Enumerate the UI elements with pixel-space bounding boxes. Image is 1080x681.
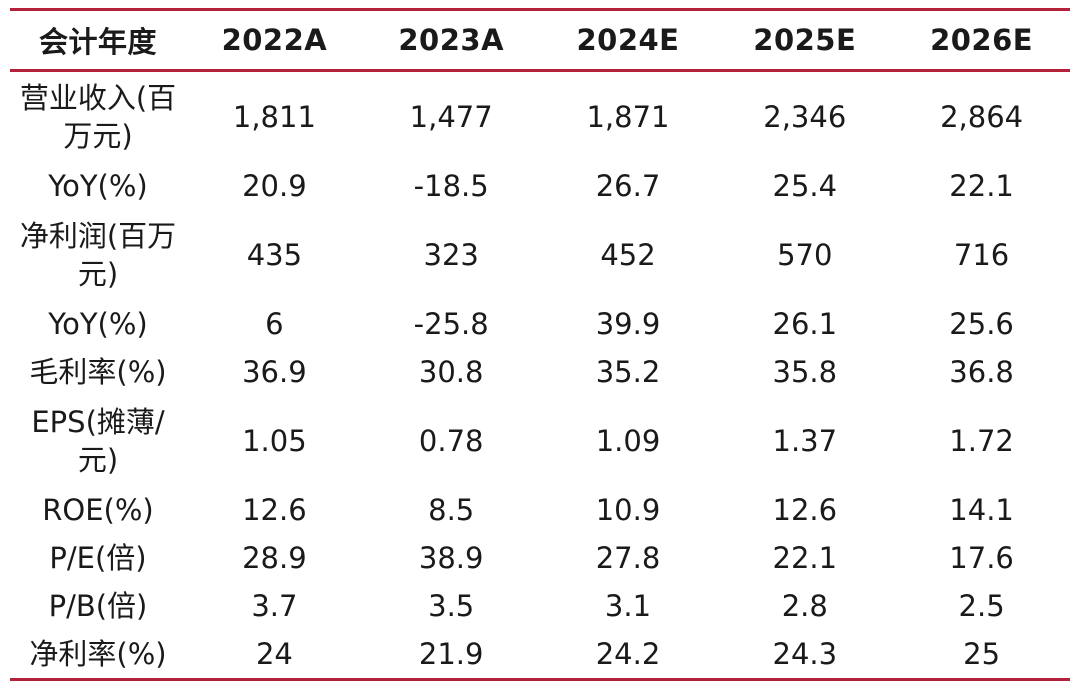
row-revenue: 营业收入(百万元) 1,811 1,477 1,871 2,346 2,864 bbox=[10, 71, 1070, 163]
cell-value: 24.2 bbox=[539, 630, 717, 681]
cell-value: 435 bbox=[246, 238, 303, 272]
row-eps: EPS(摊薄/元) 1.05 0.78 1.09 1.37 1.72 bbox=[10, 396, 1070, 486]
row-net-profit-yoy: YoY(%) 6 -25.8 39.9 26.1 25.6 bbox=[10, 300, 1070, 348]
cell-value: 323 bbox=[423, 238, 479, 272]
cell-value: 25.4 bbox=[772, 169, 838, 203]
row-label: P/B(倍) bbox=[48, 589, 148, 623]
row-label: YoY(%) bbox=[48, 169, 148, 203]
cell-value: 20.9 bbox=[242, 169, 307, 203]
header-2025e: 2025E bbox=[716, 8, 894, 72]
cell-value: 2,864 bbox=[940, 100, 1024, 134]
header-2023a: 2023A bbox=[362, 8, 540, 72]
cell-value: 2,346 bbox=[763, 100, 847, 134]
cell-value: 1.37 bbox=[772, 424, 838, 458]
row-label: ROE(%) bbox=[42, 493, 154, 527]
cell-value: 25.6 bbox=[949, 307, 1014, 341]
cell-value: 25 bbox=[893, 630, 1070, 681]
row-label: 毛利率(%) bbox=[29, 355, 167, 389]
cell-value: 21.9 bbox=[362, 630, 540, 681]
cell-value: 24 bbox=[186, 630, 363, 681]
cell-value: 38.9 bbox=[418, 541, 484, 575]
cell-value: 17.6 bbox=[949, 541, 1014, 575]
header-2026e: 2026E bbox=[893, 8, 1070, 72]
cell-value: 716 bbox=[953, 238, 1010, 272]
row-label: 净利润(百万元) bbox=[19, 219, 177, 291]
cell-value: 1,477 bbox=[409, 100, 493, 134]
row-roe: ROE(%) 12.6 8.5 10.9 12.6 14.1 bbox=[10, 486, 1070, 534]
cell-value: 1.09 bbox=[595, 424, 661, 458]
cell-value: 35.8 bbox=[772, 355, 838, 389]
cell-value: 24.3 bbox=[716, 630, 894, 681]
cell-value: 3.1 bbox=[604, 589, 652, 623]
cell-value: 3.5 bbox=[428, 589, 475, 623]
cell-value: -25.8 bbox=[413, 307, 489, 341]
row-pb: P/B(倍) 3.7 3.5 3.1 2.8 2.5 bbox=[10, 582, 1070, 630]
cell-value: 0.78 bbox=[418, 424, 484, 458]
header-2024e: 2024E bbox=[539, 8, 717, 72]
cell-value: 1,871 bbox=[586, 100, 670, 134]
financial-forecast-table: 会计年度 2022A 2023A 2024E 2025E 2026E 营业收入(… bbox=[10, 8, 1070, 681]
cell-value: 28.9 bbox=[242, 541, 307, 575]
cell-value: 6 bbox=[265, 307, 284, 341]
cell-value: 2.5 bbox=[958, 589, 1005, 623]
row-label: 净利率(%) bbox=[10, 630, 186, 681]
cell-value: 35.2 bbox=[595, 355, 661, 389]
row-label: P/E(倍) bbox=[49, 541, 147, 575]
header-2022a: 2022A bbox=[186, 8, 363, 72]
cell-value: 26.7 bbox=[595, 169, 661, 203]
row-label: YoY(%) bbox=[48, 307, 148, 341]
cell-value: 452 bbox=[600, 238, 656, 272]
cell-value: 1.05 bbox=[242, 424, 307, 458]
cell-value: 8.5 bbox=[428, 493, 475, 527]
cell-value: 22.1 bbox=[949, 169, 1014, 203]
cell-value: 39.9 bbox=[595, 307, 661, 341]
cell-value: 12.6 bbox=[772, 493, 838, 527]
cell-value: 22.1 bbox=[772, 541, 838, 575]
cell-value: 1,811 bbox=[232, 100, 316, 134]
row-net-profit: 净利润(百万元) 435 323 452 570 716 bbox=[10, 210, 1070, 300]
cell-value: 26.1 bbox=[772, 307, 838, 341]
cell-value: 10.9 bbox=[595, 493, 661, 527]
row-revenue-yoy: YoY(%) 20.9 -18.5 26.7 25.4 22.1 bbox=[10, 162, 1070, 210]
header-fiscal-year: 会计年度 bbox=[10, 8, 186, 72]
cell-value: 36.8 bbox=[949, 355, 1014, 389]
row-label: EPS(摊薄/元) bbox=[31, 405, 165, 477]
row-pe: P/E(倍) 28.9 38.9 27.8 22.1 17.6 bbox=[10, 534, 1070, 582]
cell-value: 3.7 bbox=[251, 589, 298, 623]
cell-value: 12.6 bbox=[242, 493, 307, 527]
cell-value: 1.72 bbox=[949, 424, 1014, 458]
cell-value: 36.9 bbox=[242, 355, 307, 389]
row-label: 营业收入(百万元) bbox=[19, 81, 177, 153]
row-net-margin: 净利率(%) 24 21.9 24.2 24.3 25 bbox=[10, 630, 1070, 681]
cell-value: 14.1 bbox=[949, 493, 1014, 527]
header-row: 会计年度 2022A 2023A 2024E 2025E 2026E bbox=[10, 8, 1070, 72]
cell-value: -18.5 bbox=[413, 169, 489, 203]
row-gross-margin: 毛利率(%) 36.9 30.8 35.2 35.8 36.8 bbox=[10, 348, 1070, 396]
cell-value: 27.8 bbox=[595, 541, 661, 575]
cell-value: 2.8 bbox=[781, 589, 828, 623]
cell-value: 30.8 bbox=[418, 355, 484, 389]
cell-value: 570 bbox=[777, 238, 833, 272]
